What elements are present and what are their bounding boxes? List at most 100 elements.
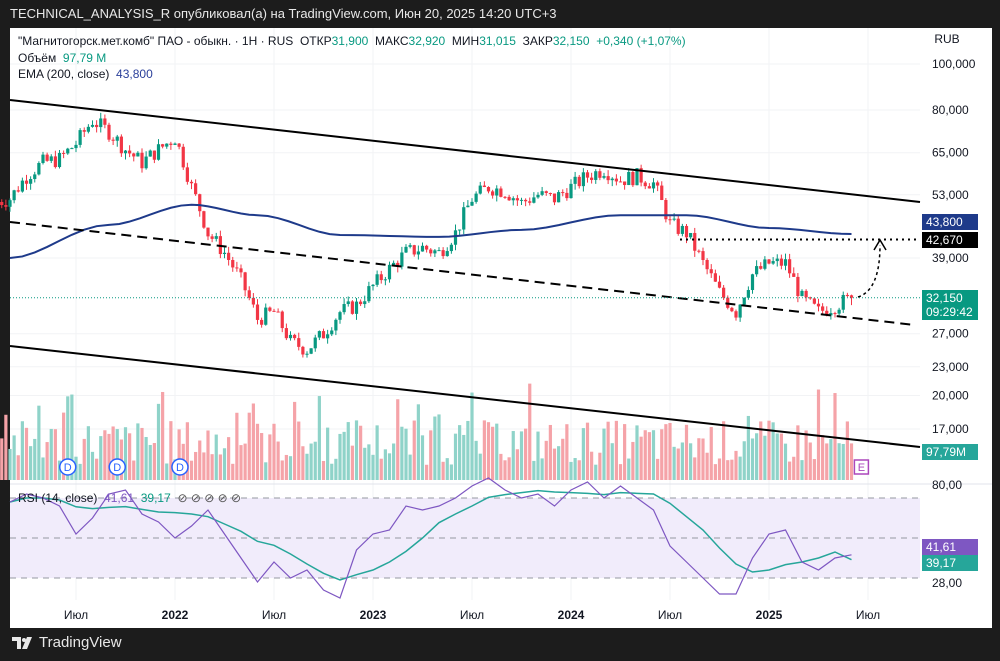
candle-body — [317, 331, 321, 338]
candle-body — [288, 334, 293, 339]
candle-body — [321, 331, 326, 339]
tradingview-logo[interactable]: TradingView — [12, 634, 122, 651]
volume-bar — [123, 427, 128, 480]
candle-body — [569, 183, 573, 199]
candle-body — [643, 182, 647, 187]
price-tick: 100,000 — [932, 57, 976, 71]
candle-body — [639, 168, 643, 183]
volume-bar — [639, 436, 643, 480]
volume-bar — [482, 420, 486, 480]
candle-body — [412, 245, 416, 255]
candle-body — [503, 196, 507, 198]
volume-label[interactable]: Объём — [18, 51, 57, 65]
candle-body — [792, 273, 796, 277]
volume-bar — [206, 430, 210, 480]
volume-bar — [577, 460, 581, 480]
candle-body — [255, 304, 260, 320]
ema-label[interactable]: EMA (200, close) — [18, 67, 110, 81]
volume-bar — [466, 420, 470, 480]
volume-bar — [189, 460, 194, 480]
volume-bar — [20, 421, 24, 480]
candle-body — [156, 144, 161, 160]
candle-body — [833, 313, 837, 315]
volume-bar — [24, 427, 29, 480]
close-label: ЗАКР — [522, 34, 553, 48]
candle-body — [573, 176, 577, 184]
volume-bar — [363, 447, 367, 480]
candle-body — [627, 172, 631, 186]
close-value: 32,150 — [552, 34, 590, 48]
candle-body — [664, 199, 668, 220]
rsi-label[interactable]: RSI (14, close) — [18, 491, 98, 505]
volume-bar — [507, 457, 511, 480]
publish-header: TECHNICAL_ANALYSIS_R опубликовал(а) на T… — [10, 6, 557, 21]
candle-body — [78, 130, 82, 145]
candle-body — [128, 150, 132, 154]
volume-bar — [198, 440, 202, 480]
volume-bar — [755, 433, 759, 480]
volume-bar — [779, 433, 783, 480]
volume-bar — [251, 403, 255, 480]
volume-bar — [631, 441, 635, 480]
volume-bar — [321, 460, 326, 480]
candle-body — [845, 294, 849, 296]
time-tick: 2024 — [558, 608, 585, 622]
candle-body — [383, 279, 387, 281]
candle-body — [268, 307, 272, 311]
candle-body — [202, 211, 206, 228]
rsi-line — [9, 477, 852, 599]
volume-bar — [420, 435, 425, 480]
candle-body — [284, 328, 288, 339]
currency-label[interactable]: RUB — [934, 32, 960, 46]
event-label: D — [176, 462, 184, 474]
candle-body — [346, 301, 350, 305]
volume-bar — [767, 420, 771, 480]
time-tick: 2023 — [360, 608, 387, 622]
volume-bar — [354, 420, 359, 480]
volume-bar — [383, 449, 387, 480]
volume-bar — [598, 452, 602, 480]
candle-body — [86, 126, 90, 132]
candle-body — [189, 181, 194, 184]
candle-body — [326, 334, 330, 339]
candle-body — [429, 249, 433, 254]
volume-bar — [453, 433, 458, 480]
symbol-name[interactable]: "Магнитогорск.мет.комб" ПАО - обыкн. · 1… — [18, 34, 294, 48]
volume-bar — [90, 451, 95, 480]
volume-bar — [45, 442, 49, 480]
change-value: +0,340 (+1,07%) — [596, 34, 686, 48]
candle-body — [771, 261, 775, 264]
candle-body — [264, 307, 268, 325]
candle-body — [12, 190, 16, 201]
volume-bar — [821, 435, 825, 480]
candle-body — [829, 313, 833, 316]
volume-bar — [445, 458, 449, 480]
volume-bar — [519, 431, 524, 480]
candle-body — [140, 152, 144, 169]
candle-body — [808, 297, 812, 299]
volume-bar — [387, 453, 392, 480]
volume-bar — [235, 412, 239, 480]
volume-bar — [689, 443, 693, 480]
candle-body — [841, 294, 845, 310]
candle-body — [334, 319, 338, 331]
candle-body — [420, 245, 425, 252]
candle-body — [453, 230, 458, 245]
volume-bar — [400, 426, 404, 480]
candle-body — [392, 262, 396, 265]
rsi-legend: RSI (14, close) 41,61 39,17 ⊘ ⊘ ⊘ ⊘ ⊘ — [18, 491, 241, 505]
rsi-ma-line — [9, 489, 852, 581]
candle-body — [354, 301, 359, 314]
open-label: ОТКР — [299, 34, 332, 48]
volume-bar — [771, 422, 775, 480]
candle-body — [594, 171, 598, 180]
volume-bar — [614, 420, 618, 480]
volume-bar — [656, 458, 660, 480]
volume-bar — [8, 448, 12, 480]
candle-body — [804, 290, 808, 298]
candle-body — [57, 152, 62, 168]
candle-body — [499, 188, 503, 197]
high-label: МАКС — [375, 34, 409, 48]
candle-body — [697, 250, 701, 252]
